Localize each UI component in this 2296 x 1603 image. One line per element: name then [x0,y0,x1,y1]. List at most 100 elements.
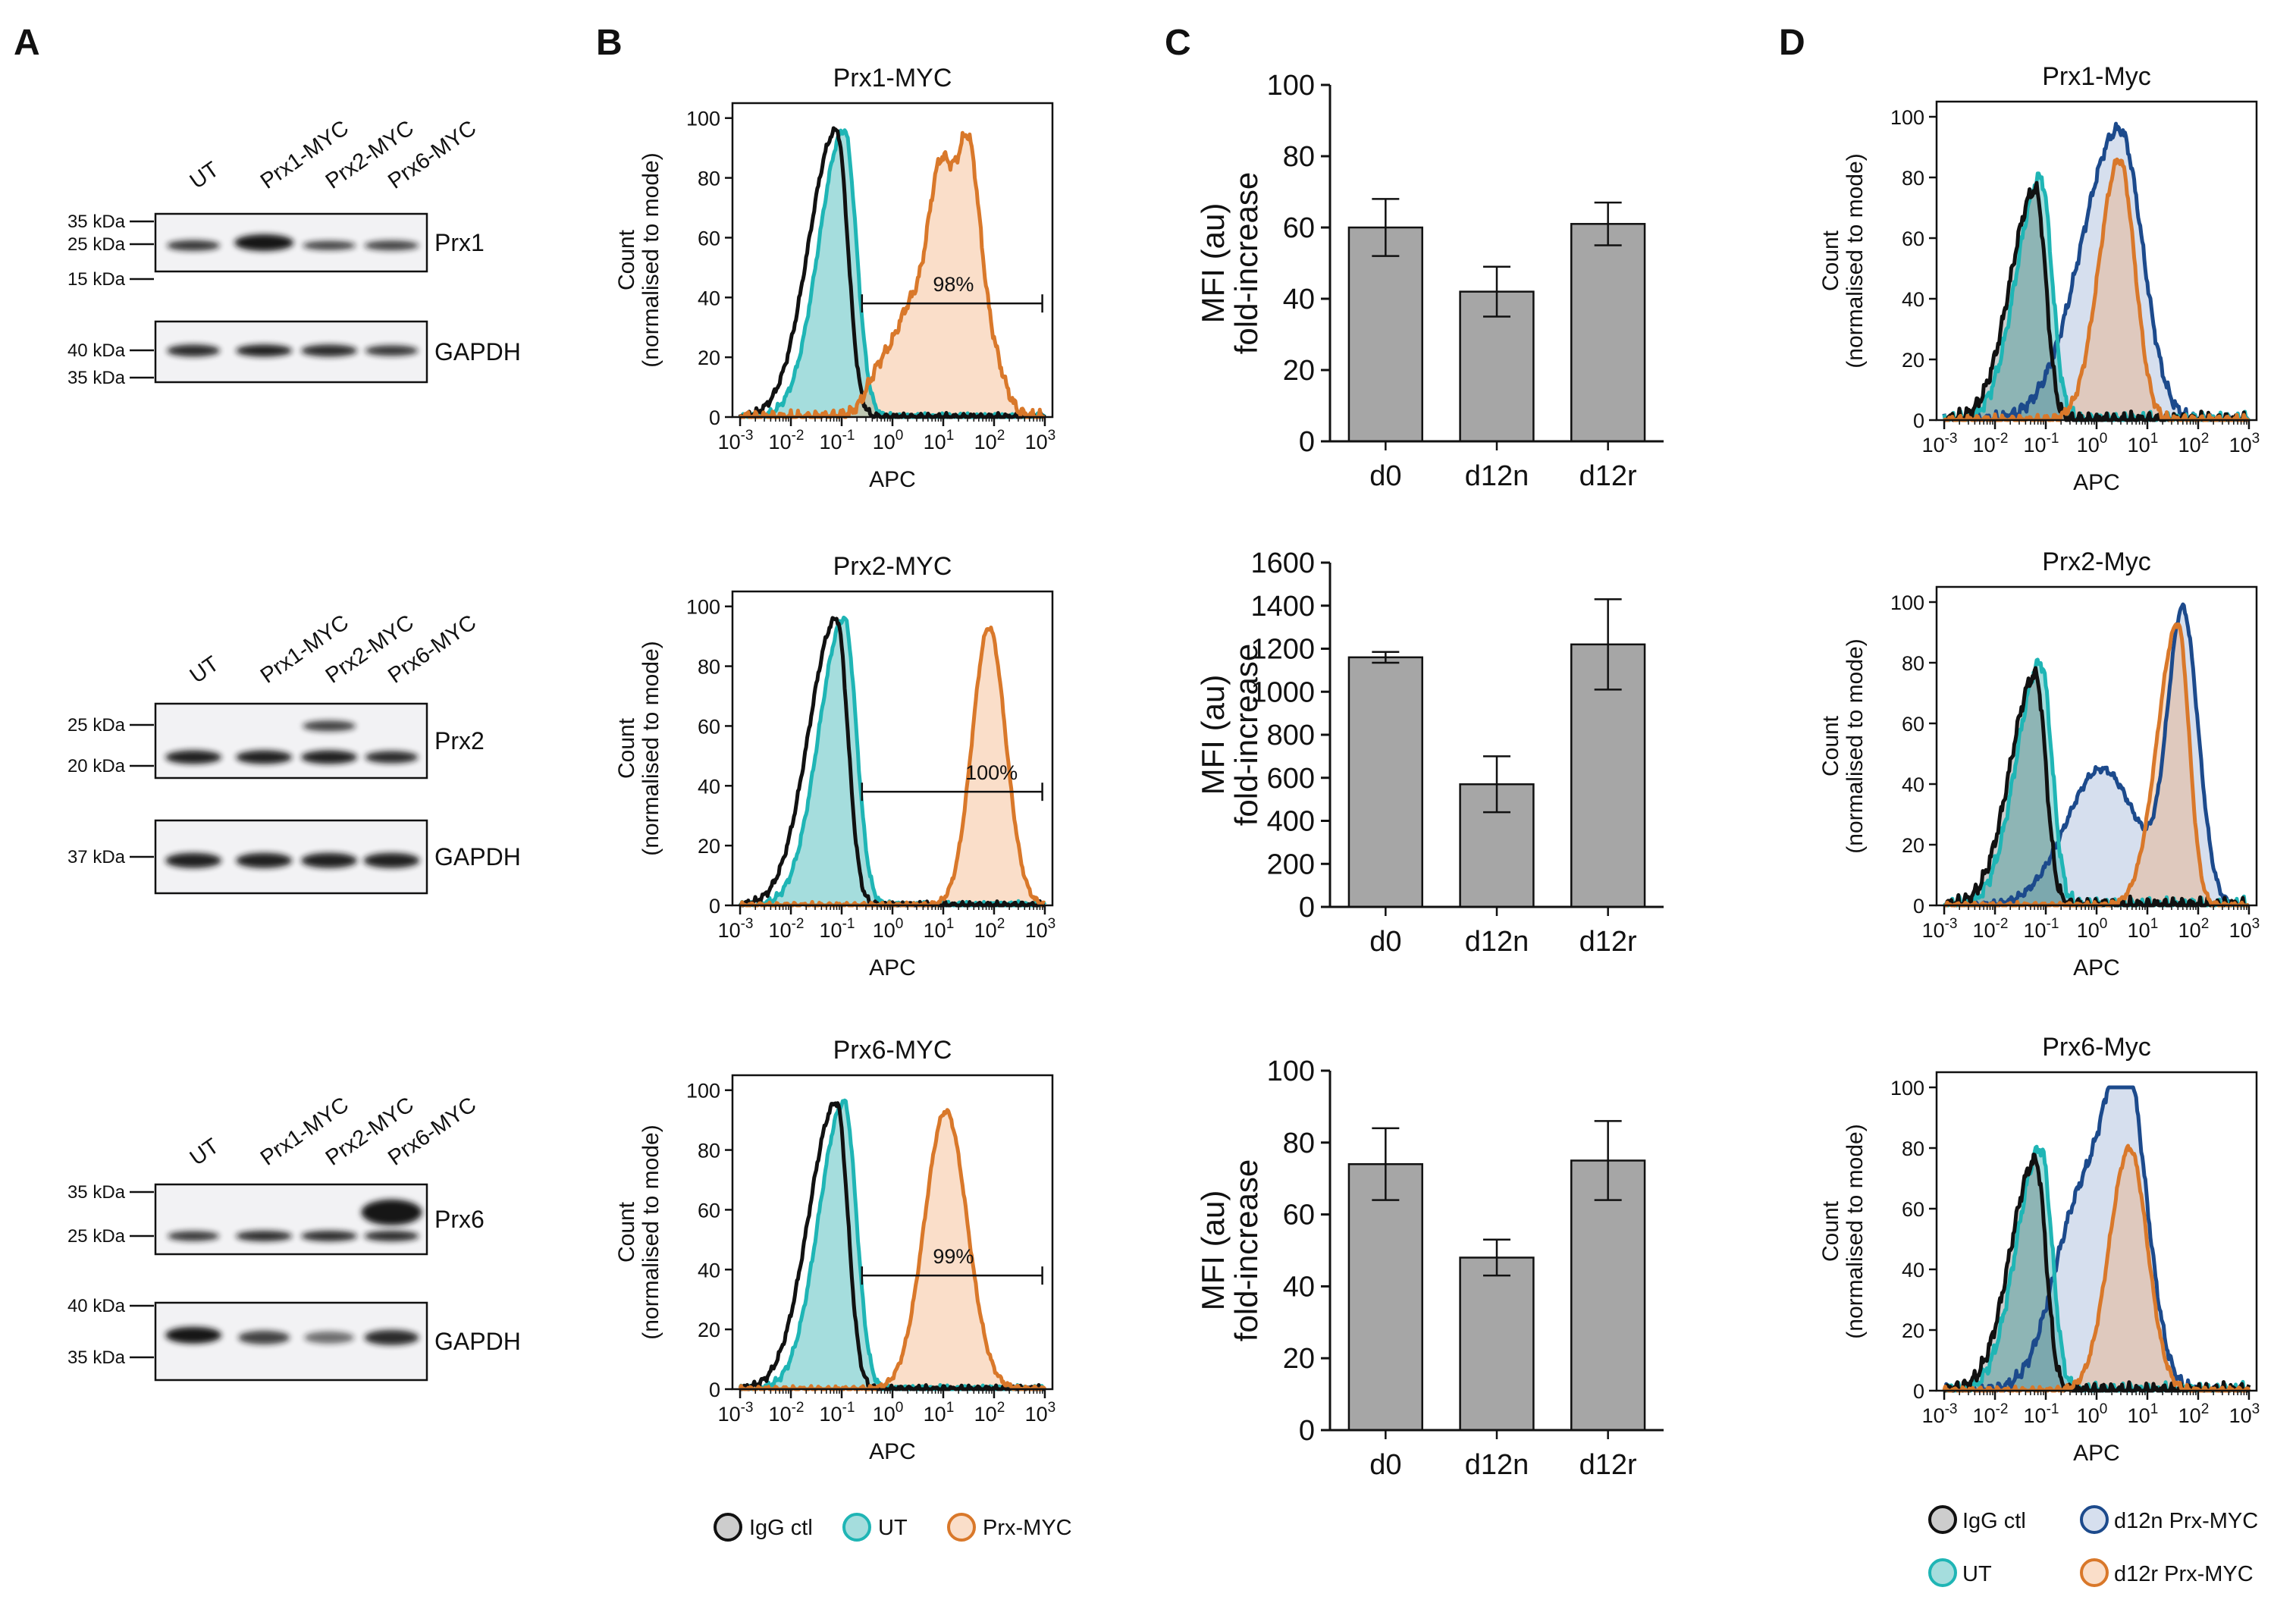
x-axis-label: APC [869,467,916,492]
lane-label: UT [186,157,224,194]
legend-b: IgG ctl UT Prx-MYC [714,1513,1072,1542]
x-tick-label: 103 [2229,916,2260,942]
protein-label: Prx6 [434,1206,485,1233]
legend-label: UT [1962,1562,1992,1586]
gate-percent: 100% [965,761,1018,784]
y-tick-label: 100 [686,1080,720,1103]
x-tick-label: 10-3 [718,428,754,453]
legend-swatch [2080,1505,2109,1534]
y-tick-label: 100 [1267,70,1315,102]
y-tick-label: 0 [1299,892,1315,924]
bar [1347,656,1423,908]
blot-band [364,1231,419,1242]
y-tick-label: 20 [1283,1343,1315,1375]
x-tick-label: 10-2 [1973,431,2009,456]
x-tick-label: 103 [1025,1400,1056,1426]
bar [1570,223,1646,443]
x-tick-label: 103 [1025,428,1056,453]
plot-title: Prx6-Myc [2042,1033,2151,1062]
x-tick-label: 102 [2178,431,2210,456]
blot-band [236,1231,293,1242]
plot-title: Prx6-MYC [833,1036,952,1065]
y-tick-label: 80 [698,168,720,190]
blot-band [363,852,420,868]
plot-title: Prx1-MYC [833,64,952,93]
x-tick-label: 101 [924,1400,955,1426]
y-tick-label: 40 [698,1259,720,1281]
y-axis-label: (normalised to mode) [1843,1124,1868,1338]
x-tick-label: 10-1 [2024,431,2059,456]
panel-letter-c: C [1165,23,1191,63]
x-axis-label: APC [2073,1441,2120,1466]
blot-membrane [154,702,428,780]
ut-fill [740,1100,1045,1389]
histogram: 0 20 40 60 80 100 10-3 10-2 10-1 100 101 102 103 Prx6… [614,1036,1055,1464]
x-tick-label: 10-2 [769,428,805,453]
y-tick-label: 100 [1890,106,1924,129]
x-tick-label: 102 [974,428,1005,453]
y-axis-label: (normalised to mode) [638,152,663,367]
x-tick-label: 103 [2229,431,2260,456]
d12r-fill [1944,624,2249,905]
blot-band [365,751,419,764]
bar-chart: d0 d12n d12r 0 20 40 60 80 100 MFI (au)fold-incre… [1195,70,1664,492]
y-tick-label: 100 [686,108,720,130]
legend-swatch [947,1513,976,1542]
blot-band [301,344,358,357]
blot-band [301,852,358,868]
histogram: 0 20 40 60 80 100 10-3 10-2 10-1 100 101 102 103 Prx2… [1818,547,2260,980]
protein-label: GAPDH [434,1328,521,1355]
blot-band-myc [303,720,356,732]
x-tick-label: 100 [2077,916,2108,942]
d12n-fill [1944,1087,2249,1391]
x-tick-label: 10-3 [718,1400,754,1426]
category-label: d12r [1579,1449,1637,1481]
category-label: d12n [1465,460,1529,492]
y-tick-label: 80 [698,656,720,679]
kda-marker: 40 kDa [67,1296,126,1316]
x-tick-label: 100 [873,428,904,453]
blot-band [303,240,356,250]
y-axis-label: Count [614,229,639,290]
y-tick-label: 40 [1283,284,1315,315]
x-tick-label: 101 [2128,431,2159,456]
y-axis-label: MFI (au) [1195,675,1231,795]
blot-band [236,852,293,868]
blot-band [236,750,293,764]
y-axis-label: Count [1818,230,1843,291]
blot-band [304,1331,355,1344]
x-tick-label: 102 [974,916,1005,942]
x-tick-label: 10-1 [2024,1401,2059,1427]
y-tick-label: 1400 [1250,591,1315,623]
blot-band [234,234,294,251]
y-tick-label: 60 [698,1199,720,1222]
y-tick-label: 60 [698,227,720,249]
plot-title: Prx2-MYC [833,552,952,581]
x-tick-label: 10-1 [820,1400,855,1426]
blot-band [364,1329,419,1345]
ut-fill [740,617,1045,905]
y-tick-label: 20 [1902,349,1924,372]
bar [1459,1256,1535,1432]
legend-label: d12r Prx-MYC [2114,1562,2254,1586]
y-tick-label: 1200 [1250,634,1315,666]
y-axis-label: MFI (au) [1195,1190,1231,1311]
igg-fill [740,1103,1045,1389]
prx-line [739,130,1046,419]
legend-label: IgG ctl [749,1516,813,1540]
y-tick-label: 80 [1283,141,1315,173]
y-axis-label: Count [614,717,639,779]
y-axis-label: fold-increase [1228,644,1264,826]
blot-band [165,852,222,868]
bar [1347,226,1423,443]
x-tick-label: 10-2 [769,1400,805,1426]
y-tick-label: 100 [1890,591,1924,614]
kda-marker: 40 kDa [67,340,126,361]
ut-fill [1944,1147,2249,1391]
kda-marker: 25 kDa [67,234,126,255]
y-tick-label: 60 [1902,227,1924,250]
x-tick-label: 100 [873,1400,904,1426]
